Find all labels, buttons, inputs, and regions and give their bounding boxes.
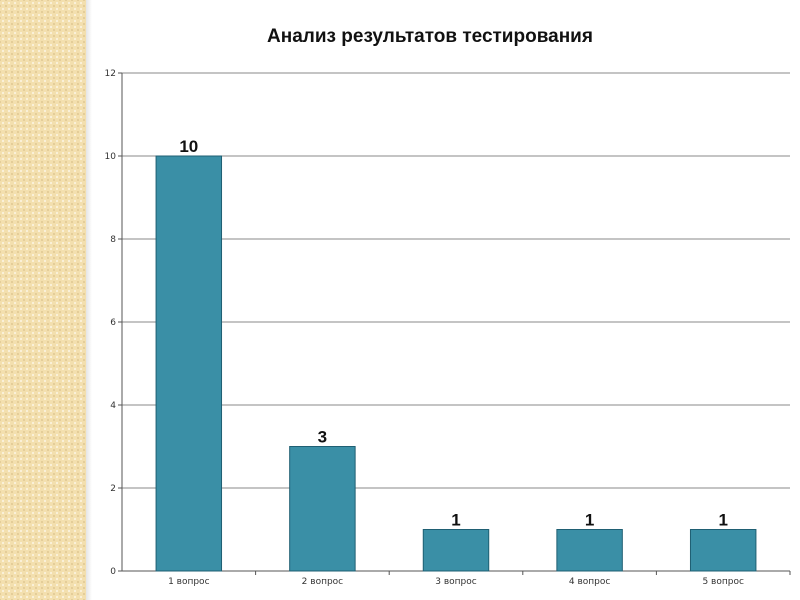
x-category-label: 2 вопрос (302, 577, 344, 587)
data-label: 1 (451, 511, 460, 530)
bars (155, 155, 757, 572)
data-label: 10 (179, 137, 198, 156)
y-tick-label: 0 (110, 567, 116, 577)
bar (422, 529, 490, 572)
chart-title: Анализ результатов тестирования (267, 26, 593, 47)
y-tick-label: 10 (105, 152, 117, 162)
x-category-label: 1 вопрос (168, 577, 210, 587)
side-strip-shadow (86, 0, 92, 600)
x-category-label: 4 вопрос (569, 577, 611, 587)
data-label: 1 (585, 511, 594, 530)
y-tick-label: 8 (110, 235, 116, 245)
x-category-label: 3 вопрос (435, 577, 477, 587)
bar (155, 155, 223, 572)
y-tick-label: 6 (110, 318, 116, 328)
data-label: 3 (318, 428, 327, 447)
bar (556, 529, 623, 572)
data-label: 1 (718, 511, 727, 530)
y-tick-label: 4 (110, 401, 116, 411)
labels: 0 2 4 6 8 10 12 10 1 вопрос 3 2 вопрос 1 3 вопрос 1 4 … (105, 69, 744, 587)
bar (289, 446, 356, 572)
x-category-label: 5 вопрос (702, 577, 744, 587)
grid-lines (122, 72, 790, 489)
decorative-side-strip (0, 0, 86, 600)
y-tick-label: 12 (105, 69, 116, 79)
y-tick-label: 2 (110, 484, 116, 494)
bar (689, 529, 757, 572)
